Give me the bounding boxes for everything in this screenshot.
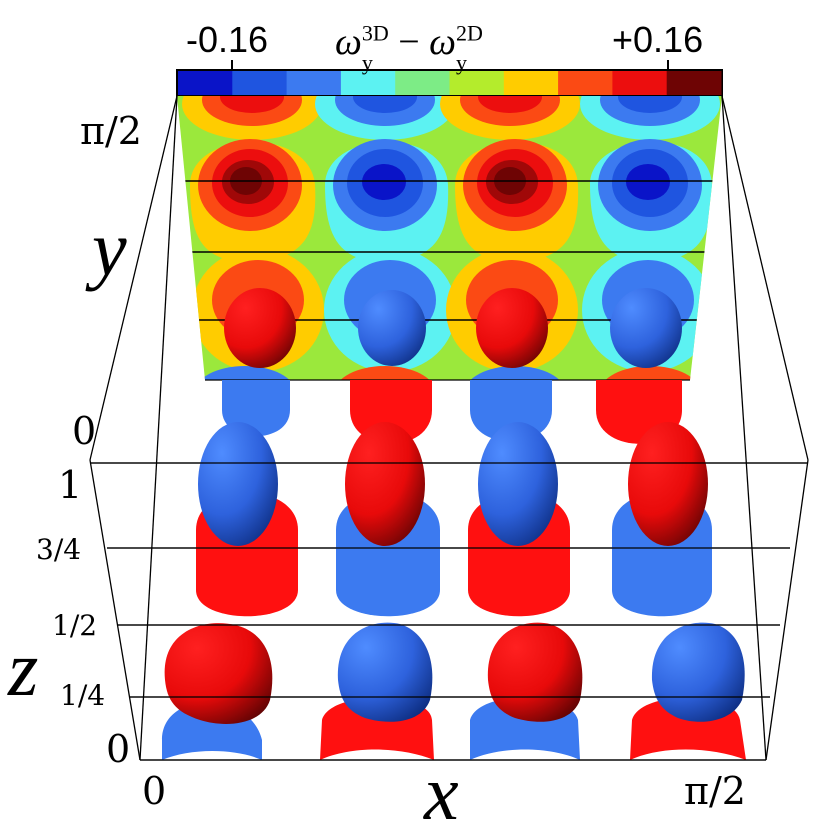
z-tick-1-2: 1/2 [52, 609, 98, 642]
contour-lobe-red-top-1 [182, 96, 322, 140]
colorbar-cell [340, 71, 396, 95]
z-tick-zero: 0 [106, 727, 131, 771]
isosurface-blob-red-top-1 [224, 288, 296, 368]
colorbar [176, 60, 723, 97]
isosurface-blob-blue-1 [198, 422, 278, 546]
y-axis-label: y [92, 205, 127, 292]
colorbar-title: ω3D y − ω2D y [335, 20, 483, 75]
colorbar-cell [449, 71, 505, 95]
contour-lobe-red-mid-2 [455, 139, 579, 262]
z-axis-label: z [8, 625, 39, 712]
contour-lobe-blue-top-1 [315, 96, 455, 140]
contour-lobe-blue-bottom-2 [465, 366, 565, 380]
colorbar-cell [612, 71, 668, 95]
z-tick-1: 1 [58, 463, 83, 507]
colorbar-cell [503, 71, 559, 95]
y-tick-max: π/2 [80, 109, 142, 153]
isosurface-blob-red-low-2 [487, 622, 583, 722]
contour-lobe-blue-bottom-1 [195, 366, 295, 380]
colorbar-cell [286, 71, 342, 95]
colorbar-cell [558, 71, 613, 95]
colorbar-cell [395, 71, 450, 95]
title-sub-y-2: y [456, 50, 468, 75]
title-sup-2d: 2D [456, 20, 483, 46]
contour-lobe-red-bottom-2 [600, 366, 700, 380]
title-minus: − [398, 21, 420, 63]
contour-lobe-red-bottom-1 [335, 366, 435, 380]
z-tick-3-4: 3/4 [36, 533, 82, 566]
colorbar-cell [666, 71, 722, 95]
contour-lobe-red-top-2 [440, 96, 580, 140]
colorbar-cells [178, 71, 722, 95]
x-tick-max: π/2 [684, 769, 746, 813]
z-tick-1-4: 1/4 [60, 679, 106, 712]
isosurface-blob-red-top-2 [476, 288, 548, 368]
isosurface-blob-red-2 [628, 422, 708, 546]
isosurface-blob-blue-top-2 [610, 288, 682, 368]
isosurface-blob-blue-top-1 [358, 290, 426, 366]
title-sup-3d: 3D [361, 20, 389, 46]
isosurface-blob-red-1 [345, 422, 425, 546]
omega-symbol: ω [335, 21, 362, 63]
colorbar-min-label: -0.16 [186, 19, 269, 60]
isosurface-blob-blue-low-1 [337, 622, 433, 722]
title-sub-y-1: y [361, 50, 373, 75]
z-grid-lines [90, 462, 808, 761]
colorbar-cell [232, 71, 288, 95]
y-tick-zero: 0 [72, 409, 97, 453]
colorbar-cell [178, 71, 233, 95]
omega-symbol-2: ω [429, 21, 457, 63]
isosurface-blob-red-low-1 [164, 623, 273, 724]
contour-lobe-red-mid-1 [190, 139, 316, 262]
isosurface-blob-blue-low-2 [651, 622, 745, 722]
x-axis-label: x [424, 749, 459, 830]
contour-lobe-blue-top-2 [580, 96, 720, 140]
colorbar-max-label: +0.16 [612, 19, 704, 60]
isosurface-blob-blue-2 [478, 422, 558, 546]
contour-lobe-blue-mid-2 [590, 139, 713, 262]
contour-lobe-blue-mid-1 [325, 139, 449, 262]
x-tick-zero: 0 [142, 769, 167, 813]
